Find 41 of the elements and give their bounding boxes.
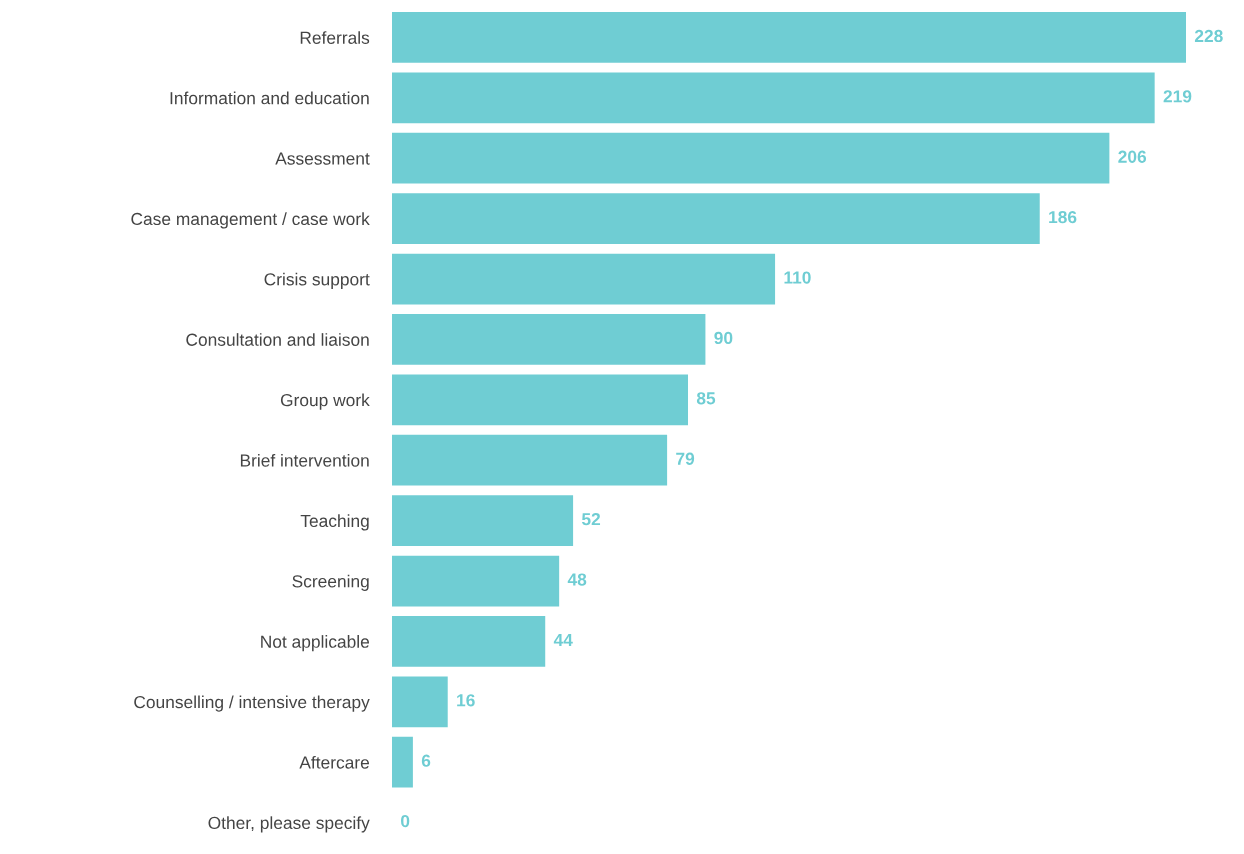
data-label: 0: [401, 814, 410, 828]
y-tick-label: Case management / case work: [131, 212, 370, 229]
y-tick-label: Assessment: [275, 152, 370, 165]
data-label: 90: [714, 331, 733, 345]
data-label: 85: [696, 392, 716, 405]
y-tick-label: Consultation and liaison: [186, 333, 369, 346]
y-tick-label: Information and education: [170, 91, 369, 105]
y-tick-label: Group work: [280, 393, 370, 410]
y-tick-label: Brief intervention: [240, 453, 369, 467]
y-tick-label: Not applicable: [261, 635, 370, 652]
bar: [392, 495, 574, 546]
data-label: 228: [1194, 29, 1223, 43]
data-label: 186: [1049, 211, 1077, 224]
y-tick-label: Other, please specify: [208, 816, 370, 833]
bar: [392, 736, 413, 788]
bar: [392, 555, 560, 607]
data-label: 52: [581, 512, 601, 526]
bar: [392, 253, 776, 305]
bar: [392, 434, 668, 486]
bar: [392, 374, 689, 426]
data-label: 48: [567, 573, 587, 586]
y-tick-label: Counselling / intensive therapy: [134, 695, 370, 712]
data-label: 44: [553, 633, 573, 646]
bar: [392, 12, 1186, 63]
y-tick-label: Crisis support: [264, 272, 370, 289]
bar: [392, 616, 546, 667]
bar: [392, 676, 448, 728]
y-tick-label: Teaching: [300, 514, 369, 531]
bar: [392, 193, 1040, 244]
bar: [392, 132, 1110, 184]
bar: [392, 72, 1155, 124]
y-tick-label: Screening: [292, 574, 369, 591]
data-label: 79: [676, 452, 695, 465]
y-tick-label: Aftercare: [299, 755, 370, 769]
y-tick-label: Referrals: [300, 31, 370, 44]
data-label: 6: [421, 754, 431, 767]
data-label: 206: [1118, 150, 1147, 163]
data-label: 16: [457, 694, 475, 707]
bar: [392, 314, 706, 365]
data-label: 110: [784, 271, 811, 284]
data-label: 219: [1163, 90, 1192, 103]
